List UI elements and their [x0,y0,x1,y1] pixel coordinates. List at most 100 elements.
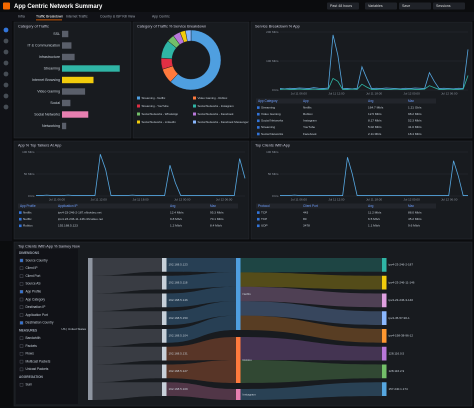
checkbox[interactable] [19,282,24,286]
control-label[interactable]: Variables [368,4,383,8]
checkbox[interactable] [19,359,24,364]
row-swatch [19,224,22,228]
sankey-link [240,272,382,290]
filter-item[interactable]: Unicast Packets [26,367,49,371]
table-cell: TCP [261,217,267,221]
checkbox[interactable] [19,367,24,372]
logo [3,2,10,10]
filter-item[interactable]: Bandwidth [26,336,41,340]
table-cell: 18.4 Mb/s [408,132,422,136]
x-tick-label: Jul 12 06:00 [441,197,458,201]
sankey-link [166,337,236,361]
filter-item[interactable]: Client IP [26,266,38,270]
filter-item[interactable]: Client Port [26,274,41,278]
filter-item[interactable]: Packets [26,344,38,348]
y-tick-label: 200 Mb/s [266,30,279,34]
sidebar [0,21,12,241]
control-label[interactable]: Save [402,4,410,8]
table-cell: 1.1 Mb/s [368,224,380,228]
y-tick-label: 0 b/s [272,194,279,198]
row-swatch [19,217,22,221]
tab[interactable]: Internet Traffic [66,14,88,18]
control-button[interactable] [327,2,359,10]
y-tick-label: 100 Mb/s [266,150,279,154]
checkbox[interactable] [19,266,24,270]
sidebar-icon[interactable] [3,71,9,77]
table-cell: 8.17 Mb/s [368,119,382,123]
table-header-bg [256,98,436,104]
panel-title: Top Clients With App % Sankey Now [18,245,80,249]
sankey-link [92,293,162,312]
checkbox[interactable] [19,290,24,294]
control-button[interactable] [365,2,397,10]
filter-item[interactable]: Source Country [26,258,49,262]
tab[interactable]: Traffic Breakdown [36,14,63,18]
control-label[interactable]: Sessions [436,4,451,8]
checkbox[interactable] [19,383,24,387]
checkbox[interactable] [19,344,24,348]
checkbox[interactable] [19,297,24,302]
filter-item[interactable]: Flows [26,352,35,356]
sankey-label: ipv4-23-246-11-146 [389,280,415,284]
pie-slice [185,29,192,42]
legend-label: Video Gaming - Roblox [198,96,228,100]
table-cell: 6.5 Mb/s [368,217,380,221]
table-header: Avg [170,204,176,208]
tab[interactable]: App Centric [152,14,170,18]
bar-label: Networking [42,124,60,128]
checkbox[interactable] [19,274,24,278]
table-header: Max [210,204,216,208]
sidebar-icon[interactable] [3,27,9,33]
filter-item[interactable]: App Category [26,297,46,301]
table-cell: 95.3 Mb/s [210,210,224,214]
y-tick-label: 100 Mb/s [266,59,279,63]
sidebar-icon[interactable] [3,82,9,88]
x-tick-label: Jul 12 00:00 [174,197,191,201]
sankey-link [166,382,236,400]
table-cell: Netflix [23,210,32,214]
checkbox[interactable] [19,336,24,340]
sankey-link [240,382,382,400]
sankey-link [92,329,162,347]
checkbox[interactable] [19,258,24,263]
bar-label: Streaming [44,66,60,70]
table-cell: 3478 [303,224,310,228]
legend-swatch [193,96,196,100]
x-tick-label: Jul 11 12:00 [328,197,344,201]
filter-item[interactable]: Destination Country [26,321,54,325]
legend-swatch [137,120,140,124]
filter-item[interactable]: Source AS [26,282,41,286]
checkbox[interactable] [19,352,24,356]
control-label[interactable]: Past 48 hours [330,4,352,8]
sankey-link [166,272,236,290]
filter-item[interactable]: Application Port [26,313,48,317]
checkbox[interactable] [19,305,24,309]
table-cell: Streaming [261,105,275,109]
row-swatch [257,132,260,136]
table-cell: 11.2 Mb/s [368,210,382,214]
tab[interactable]: Infra [18,14,25,18]
filter-item[interactable]: Multicast Packets [26,359,51,363]
row-swatch [257,106,260,109]
tab[interactable]: Country & ISP Kill View [100,14,136,18]
filter-item[interactable]: Sum [26,383,33,387]
filter-item[interactable]: App Profile [26,290,42,294]
sankey-label: 192.168.5.123 [169,263,189,267]
filter-item[interactable]: Destination IP [26,305,46,309]
checkbox[interactable] [19,313,24,317]
sidebar-icon[interactable] [3,38,9,44]
y-tick-label: 0 b/s [272,88,279,92]
table-header-bg [18,203,238,209]
panel-title: Category of Traffic % Service Breakdown [137,25,206,29]
legend-swatch [137,104,140,108]
checkbox[interactable] [19,321,24,325]
table-cell: 52.3 Mb/s [408,119,422,123]
table-cell: Facebook [303,132,317,136]
sidebar-icon[interactable] [3,49,9,55]
sidebar-icon[interactable] [3,93,9,99]
sidebar-icon[interactable] [3,104,9,110]
control-button[interactable] [433,2,465,10]
sidebar-icon[interactable] [3,60,9,66]
control-button[interactable] [399,2,431,10]
